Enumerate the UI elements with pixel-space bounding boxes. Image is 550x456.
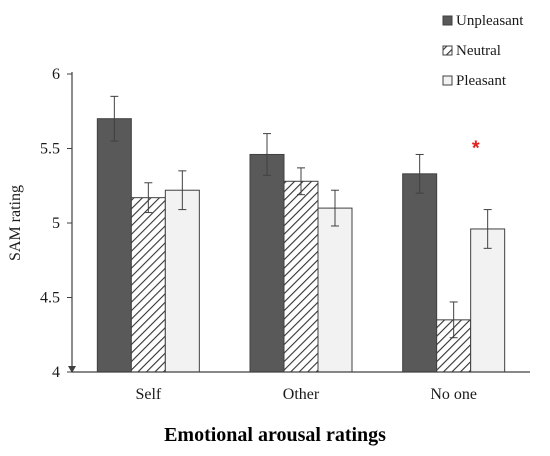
error-bar [263,133,271,176]
x-axis-label: Emotional arousal ratings [164,424,386,446]
bar [130,197,166,373]
bars [96,95,506,373]
error-bar [110,95,119,142]
x-tick-label: No one [430,386,477,403]
bar [470,228,506,373]
bar [402,173,438,373]
legend-swatch [442,45,453,56]
bar-group [96,95,200,373]
y-tick-label: 4 [52,364,60,381]
y-axis-arrow-icon [68,366,76,373]
legend-label: Pleasant [456,73,507,89]
error-bar [297,167,305,196]
legend-item: Pleasant [442,73,507,89]
error-bar [331,189,339,227]
bar-group [249,133,353,373]
y-axis-label: SAM rating [7,185,24,261]
bar [249,153,285,373]
y-tick-label: 4.5 [40,290,60,307]
error-bar [483,209,492,249]
x-tick-label: Other [283,386,320,403]
significance-marker: * [472,138,480,160]
y-tick-label: 5.5 [40,141,60,158]
error-bar [178,170,187,211]
legend-item: Unpleasant [442,13,524,29]
annotations: * [472,138,480,160]
legend: Unpleasant Neutral Pleasant [442,13,524,89]
bar [96,118,132,373]
y-tick-label: 6 [52,66,60,83]
legend-swatch [442,75,453,86]
legend-label: Unpleasant [456,13,524,29]
error-bar [144,182,153,214]
error-bar [449,301,458,339]
legend-item: Neutral [442,43,501,59]
y-tick-label: 5 [52,215,60,232]
bar-group [402,153,506,373]
bar [317,207,353,373]
legend-label: Neutral [456,43,501,59]
error-bar [415,153,424,194]
y-axis: 4 4.5 5 5.5 6 [40,66,76,381]
legend-swatch [442,15,453,26]
bar [164,189,200,373]
bar [283,180,319,373]
x-axis: Self Other No one [72,371,530,403]
x-tick-label: Self [135,386,161,403]
